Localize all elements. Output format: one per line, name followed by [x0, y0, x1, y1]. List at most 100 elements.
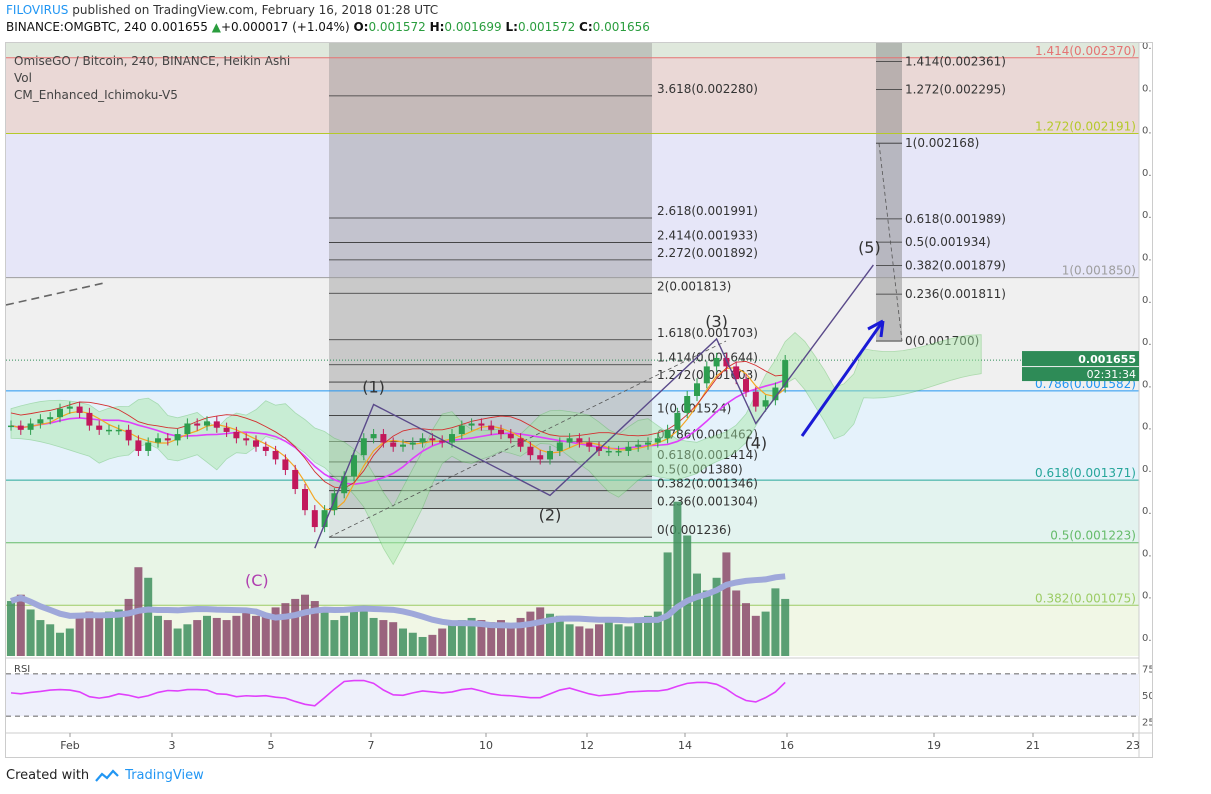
rsi-tick-label: 25.0000: [1142, 717, 1152, 728]
candle-body: [654, 438, 661, 443]
publish-info: published on TradingView.com, February 1…: [72, 3, 439, 17]
volume-bar: [644, 615, 652, 656]
legend-item: Vol: [14, 71, 32, 85]
symbol-name: BINANCE:OMGBTC, 240: [6, 20, 147, 34]
volume-bar: [702, 590, 711, 656]
price-tick-label: 0.001000: [1142, 633, 1152, 644]
volume-bar: [7, 601, 15, 656]
rsi-label: RSI: [14, 664, 30, 675]
candle-body: [615, 450, 622, 453]
price-change: +0.000017 (+1.04%): [220, 20, 350, 34]
candle-body: [351, 455, 357, 477]
volume-bar: [271, 607, 280, 656]
volume-bar: [252, 615, 260, 656]
volume-bar: [56, 632, 64, 656]
volume-bar: [408, 632, 417, 656]
candle-body: [47, 417, 54, 420]
open-label: O:: [353, 20, 369, 34]
candle-body: [321, 510, 328, 528]
candle-body: [782, 360, 789, 388]
volume-bar: [85, 611, 94, 656]
price-tick-label: 0.001200: [1142, 548, 1152, 559]
fib-extension-b-label: 0.236(0.001811): [905, 287, 1006, 301]
footer: Created with TradingView: [6, 768, 204, 783]
candle-body: [625, 446, 632, 451]
target-trend-line: [878, 143, 903, 342]
candle-body: [204, 421, 210, 426]
candle-body: [243, 438, 250, 441]
rsi-tick-label: 75.0000: [1142, 665, 1152, 676]
candle-body: [547, 450, 553, 460]
volume-bar: [624, 626, 633, 656]
last-price: 0.001655: [150, 20, 208, 34]
volume-bar: [173, 628, 182, 656]
candle-body: [488, 425, 495, 430]
volume-bar: [771, 588, 780, 656]
high-value: 0.001699: [444, 20, 502, 34]
legend-item: CM_Enhanced_Ichimoku-V5: [14, 88, 178, 102]
candle-body: [576, 438, 583, 443]
volume-bar: [712, 577, 721, 656]
candle-body: [635, 444, 642, 447]
wave5-target-zone: [876, 43, 902, 342]
volume-bar: [301, 594, 309, 656]
base-line: [10, 379, 786, 485]
wave-label: (2): [539, 505, 562, 524]
tradingview-logo-icon[interactable]: [95, 768, 119, 783]
open-value: 0.001572: [368, 20, 426, 34]
volume-bar: [261, 615, 270, 656]
fib-extension-label: 1.618(0.001703): [657, 326, 758, 340]
author-link[interactable]: FILOVIRUS: [6, 3, 69, 17]
volume-bar: [732, 590, 741, 656]
volume-bar: [448, 624, 456, 656]
wave-label: (5): [858, 238, 881, 257]
volume-bar: [232, 615, 241, 656]
volume-bar: [457, 620, 466, 656]
candle-body: [213, 421, 220, 428]
candle-body: [498, 429, 504, 435]
volume-bar: [555, 615, 564, 656]
fib-extension-label: 0.236(0.001304): [657, 494, 758, 508]
volume-bar: [516, 617, 525, 656]
candle-body: [586, 442, 593, 447]
candle-body: [478, 423, 485, 426]
volume-bar: [379, 620, 388, 656]
fib-extension-label: 3.618(0.002280): [657, 82, 758, 96]
candle-body: [684, 396, 691, 413]
fib-extension-b-label: 1.272(0.002295): [905, 83, 1006, 97]
candle-body: [674, 412, 681, 430]
countdown-tag: [1022, 367, 1139, 382]
price-tick-label: 0.001600: [1142, 379, 1152, 390]
candle-body: [468, 423, 475, 426]
fib-retracement-label: 1(0.001850): [1062, 264, 1136, 278]
countdown-label: 02:31:34: [1087, 368, 1136, 381]
chart-area[interactable]: 1.414(0.002370) 1.272(0.002191) 1(0.001850…: [5, 42, 1153, 758]
candle-body: [370, 434, 377, 439]
candle-body: [713, 357, 720, 367]
candle-body: [419, 438, 426, 443]
volume-bar: [585, 628, 594, 656]
volume-bar: [144, 577, 153, 656]
price-tick-label: 0.001700: [1142, 337, 1152, 348]
candle-body: [527, 446, 534, 456]
candle-body: [507, 434, 514, 439]
fib-extension-label: 2.414(0.001933): [657, 229, 758, 243]
price-chart[interactable]: 1.414(0.002370) 1.272(0.002191) 1(0.001850…: [6, 43, 1152, 757]
trend-line-dashed: [6, 282, 105, 306]
price-tick-label: 0.001300: [1142, 506, 1152, 517]
tradingview-brand[interactable]: TradingView: [125, 768, 204, 783]
volume-bar: [536, 607, 545, 656]
extension-zone-dark: [329, 43, 652, 509]
elliott-wave-path: [314, 264, 874, 549]
candle-body: [96, 425, 103, 430]
volume-bar: [281, 603, 290, 656]
price-tick-label: 0.001800: [1142, 295, 1152, 306]
fib-retracement-label: 0.618(0.001371): [1035, 466, 1136, 480]
volume-bar: [467, 617, 476, 656]
candle-body: [302, 489, 308, 511]
candle-body: [429, 438, 436, 441]
close-value: 0.001656: [592, 20, 650, 34]
time-tick-label: 5: [268, 739, 275, 752]
fib-extension-label: 0.382(0.001346): [657, 477, 758, 491]
volume-bar: [399, 628, 407, 656]
